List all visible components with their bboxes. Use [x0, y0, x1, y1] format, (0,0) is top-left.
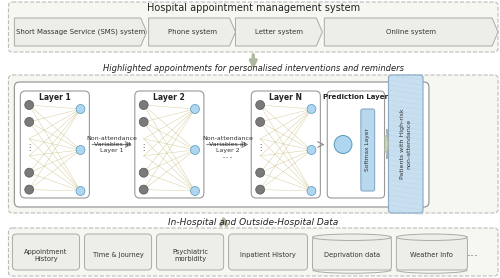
Text: Time & Journey: Time & Journey — [92, 252, 144, 258]
Circle shape — [76, 145, 85, 155]
Text: Non-attendance
Variables at
Layer 2: Non-attendance Variables at Layer 2 — [202, 136, 253, 153]
FancyBboxPatch shape — [228, 234, 308, 270]
FancyBboxPatch shape — [135, 91, 204, 198]
Circle shape — [334, 135, 352, 153]
FancyBboxPatch shape — [20, 91, 89, 198]
Circle shape — [25, 101, 34, 110]
Text: Softmax Layer: Softmax Layer — [365, 128, 370, 172]
FancyBboxPatch shape — [8, 2, 498, 52]
Text: ⋮: ⋮ — [140, 143, 148, 152]
FancyBboxPatch shape — [328, 91, 384, 198]
Circle shape — [140, 117, 148, 126]
Circle shape — [256, 168, 264, 177]
Text: ⋮: ⋮ — [256, 143, 264, 152]
Text: ...: ... — [222, 148, 234, 161]
Circle shape — [140, 185, 148, 194]
Ellipse shape — [396, 234, 468, 240]
Ellipse shape — [312, 234, 392, 240]
Polygon shape — [324, 18, 498, 46]
FancyBboxPatch shape — [14, 82, 429, 207]
Circle shape — [140, 101, 148, 110]
Circle shape — [76, 187, 85, 195]
Polygon shape — [236, 18, 322, 46]
Text: In-Hospital and Outside-Hospital Data: In-Hospital and Outside-Hospital Data — [168, 217, 338, 227]
Circle shape — [190, 105, 200, 113]
FancyBboxPatch shape — [388, 75, 423, 213]
Polygon shape — [148, 18, 236, 46]
Text: Letter system: Letter system — [255, 29, 303, 35]
Circle shape — [190, 187, 200, 195]
Circle shape — [307, 105, 316, 113]
Text: ⋮: ⋮ — [25, 143, 34, 152]
Text: Patients with High-risk
non-attendance: Patients with High-risk non-attendance — [400, 109, 411, 179]
Text: Highlighted appointments for personalised interventions and reminders: Highlighted appointments for personalise… — [103, 63, 404, 73]
Text: Inpatient History: Inpatient History — [240, 252, 296, 258]
FancyBboxPatch shape — [156, 234, 224, 270]
Circle shape — [140, 168, 148, 177]
Circle shape — [256, 101, 264, 110]
FancyBboxPatch shape — [252, 91, 320, 198]
Circle shape — [25, 117, 34, 126]
Circle shape — [190, 145, 200, 155]
Polygon shape — [14, 18, 146, 46]
Text: Phone system: Phone system — [168, 29, 216, 35]
FancyBboxPatch shape — [396, 237, 468, 270]
FancyBboxPatch shape — [8, 228, 498, 276]
Text: Hospital appointment management system: Hospital appointment management system — [146, 3, 360, 13]
Circle shape — [76, 105, 85, 113]
Polygon shape — [384, 129, 388, 159]
FancyBboxPatch shape — [312, 237, 392, 270]
FancyBboxPatch shape — [12, 234, 80, 270]
Circle shape — [307, 145, 316, 155]
Text: Non-attendance
Variables at
Layer 1: Non-attendance Variables at Layer 1 — [86, 136, 138, 153]
Text: Online system: Online system — [386, 29, 436, 35]
FancyBboxPatch shape — [84, 234, 152, 270]
Circle shape — [256, 185, 264, 194]
Text: Layer N: Layer N — [270, 93, 302, 101]
FancyBboxPatch shape — [8, 75, 498, 213]
Circle shape — [25, 185, 34, 194]
Circle shape — [25, 168, 34, 177]
Text: Layer 1: Layer 1 — [39, 93, 70, 101]
Text: Psychiatric
morbidity: Psychiatric morbidity — [172, 249, 208, 262]
FancyBboxPatch shape — [361, 109, 374, 191]
Text: ...: ... — [466, 245, 478, 259]
Circle shape — [256, 117, 264, 126]
Text: Short Massage Service (SMS) system: Short Massage Service (SMS) system — [16, 29, 145, 35]
Text: Appointment
History: Appointment History — [24, 249, 68, 262]
Text: Prediction Layer: Prediction Layer — [324, 94, 388, 100]
Text: Layer 2: Layer 2 — [154, 93, 185, 101]
Circle shape — [307, 187, 316, 195]
Text: Deprivation data: Deprivation data — [324, 252, 380, 258]
Text: Weather Info: Weather Info — [410, 252, 454, 258]
